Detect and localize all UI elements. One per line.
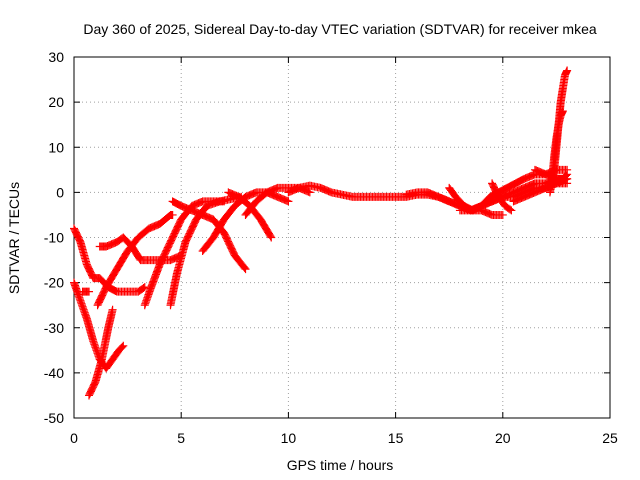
x-tick-label: 15: [388, 430, 404, 446]
x-tick-label: 10: [281, 430, 297, 446]
y-tick-label: 10: [48, 139, 64, 155]
series-arc21-markers: [509, 174, 572, 206]
data-points: [70, 66, 572, 400]
y-tick-label: 30: [48, 49, 64, 65]
series-arc3-markers: [85, 305, 117, 400]
x-axis-label: GPS time / hours: [287, 457, 394, 473]
x-tick-label: 0: [70, 430, 78, 446]
y-tick-label: -50: [44, 410, 64, 426]
grid-lines: [74, 57, 610, 418]
series-arc1-markers: [70, 224, 149, 296]
chart-title: Day 360 of 2025, Sidereal Day-to-day VTE…: [83, 21, 596, 37]
y-tick-label: -40: [44, 365, 64, 381]
series-arc14-markers: [402, 174, 572, 215]
x-tick-label: 5: [177, 430, 185, 446]
series-arc4-markers: [78, 287, 94, 296]
y-tick-label: -10: [44, 230, 64, 246]
y-tick-labels: -50 -40 -30 -20 -10 0 10 20 30: [44, 49, 64, 426]
x-tick-labels: 0 5 10 15 20 25: [70, 430, 618, 446]
y-axis-label: SDTVAR / TECUs: [6, 182, 22, 294]
y-tick-label: 0: [56, 184, 64, 200]
axis-ticks: [73, 56, 611, 419]
x-tick-label: 20: [495, 430, 511, 446]
y-tick-label: -20: [44, 275, 64, 291]
x-tick-label: 25: [602, 430, 618, 446]
series-arc7-markers: [140, 197, 229, 310]
y-tick-label: 20: [48, 94, 64, 110]
y-tick-label: -30: [44, 320, 64, 336]
series-arc17-markers: [488, 179, 516, 215]
